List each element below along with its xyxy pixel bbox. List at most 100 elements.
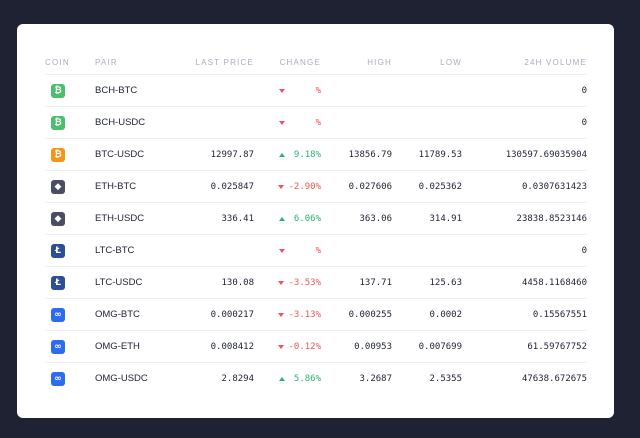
- pair-cell[interactable]: OMG-USDC: [95, 373, 148, 384]
- last-price-cell: 0.000217: [165, 298, 254, 331]
- volume-cell: 0: [462, 106, 587, 139]
- table-row[interactable]: ∞ OMG-ETH 0.008412 -0.12% 0.00953 0.007699 61.…: [45, 330, 587, 363]
- change-value: -0.12%: [288, 341, 321, 352]
- high-cell: 13856.79: [321, 138, 392, 171]
- change-value: 6.06%: [293, 213, 321, 224]
- high-cell: 0.027606: [321, 170, 392, 203]
- volume-cell: 130597.69035904: [462, 138, 587, 171]
- table-row[interactable]: Ł LTC-BTC% 0: [45, 234, 587, 267]
- low-cell: [392, 106, 462, 139]
- change-cell: -3.53%: [254, 266, 321, 299]
- high-cell: 3.2687: [359, 373, 392, 384]
- table-row[interactable]: ₿ BCH-BTC% 0: [45, 74, 587, 107]
- coin-cell: Ł: [45, 266, 95, 299]
- pair-cell[interactable]: LTC-BTC: [95, 234, 165, 267]
- change-cell: 5.86%: [254, 363, 321, 395]
- coin-cell: ∞: [45, 363, 95, 395]
- low-cell: 0.025362: [392, 170, 462, 203]
- pair-cell[interactable]: OMG-ETH: [95, 330, 165, 363]
- omisego-icon: ∞: [51, 371, 65, 386]
- change-value: %: [315, 245, 321, 256]
- change-cell: %: [254, 106, 321, 139]
- volume-cell: 0.0307631423: [462, 170, 587, 203]
- arrow-down-icon: [279, 248, 285, 253]
- bitcoin-icon: ₿: [51, 147, 65, 162]
- coin-cell: ◆: [45, 170, 95, 203]
- volume-cell: 0: [462, 234, 587, 267]
- change-value: -2.90%: [288, 181, 321, 192]
- low-cell: 314.91: [392, 202, 462, 235]
- table-row[interactable]: Ł LTC-USDC 130.08 -3.53% 137.71 125.63 4458.11…: [45, 266, 587, 299]
- volume-cell: 0.15567551: [462, 298, 587, 331]
- omisego-icon: ∞: [51, 339, 65, 354]
- column-header-pair: PAIR: [95, 51, 165, 75]
- pair-cell[interactable]: LTC-USDC: [95, 266, 165, 299]
- last-price-cell: 0.008412: [165, 330, 254, 363]
- arrow-down-icon: [278, 344, 285, 349]
- change-cell: -3.13%: [254, 298, 321, 331]
- omisego-icon: ∞: [51, 307, 65, 322]
- table-row[interactable]: ₿ BCH-USDC% 0: [45, 106, 587, 139]
- column-header-low[interactable]: LOW: [392, 51, 462, 75]
- last-price-cell: [165, 74, 254, 107]
- last-price-cell: 2.8294: [221, 373, 254, 384]
- pair-cell[interactable]: ETH-USDC: [95, 202, 165, 235]
- high-cell: 137.71: [321, 266, 392, 299]
- volume-cell: 23838.8523146: [462, 202, 587, 235]
- bitcoin-cash-icon: ₿: [51, 115, 65, 130]
- arrow-up-icon: [279, 216, 285, 221]
- volume-cell: 4458.1168460: [462, 266, 587, 299]
- change-value: -3.53%: [288, 277, 321, 288]
- change-cell: %: [254, 234, 321, 267]
- arrow-down-icon: [278, 184, 285, 189]
- low-cell: 125.63: [392, 266, 462, 299]
- table-row[interactable]: ◆ ETH-USDC 336.41 6.06% 363.06 314.91 23838.85…: [45, 202, 587, 235]
- column-header-last-price[interactable]: LAST PRICE: [165, 51, 254, 75]
- column-header-change[interactable]: CHANGE: [254, 51, 321, 75]
- coin-cell: ∞: [45, 298, 95, 331]
- pair-cell[interactable]: BCH-USDC: [95, 106, 165, 139]
- last-price-cell: 0.025847: [165, 170, 254, 203]
- last-price-cell: [165, 234, 254, 267]
- high-cell: [321, 74, 392, 107]
- coin-cell: ₿: [45, 138, 95, 171]
- column-header-volume[interactable]: 24H VOLUME: [462, 51, 587, 75]
- high-cell: 363.06: [321, 202, 392, 235]
- last-price-cell: 336.41: [165, 202, 254, 235]
- arrow-down-icon: [278, 280, 285, 285]
- change-cell: -0.12%: [254, 330, 321, 363]
- volume-cell: 61.59767752: [462, 330, 587, 363]
- change-cell: 9.18%: [254, 138, 321, 171]
- pair-cell[interactable]: OMG-BTC: [95, 298, 165, 331]
- markets-card: COIN PAIR LAST PRICE CHANGE HIGH LOW 24H…: [17, 24, 614, 418]
- markets-table-body: ₿ BCH-BTC% 0 ₿ BCH-USDC% 0 ₿ BTC-USDC 12997.87 9.…: [45, 74, 587, 395]
- arrow-down-icon: [279, 120, 285, 125]
- table-row[interactable]: ∞ OMG-BTC 0.000217 -3.13% 0.000255 0.0002 0.15…: [45, 298, 587, 331]
- coin-cell: ◆: [45, 202, 95, 235]
- table-row[interactable]: ₿ BTC-USDC 12997.87 9.18% 13856.79 11789.53 13…: [45, 138, 587, 171]
- pair-cell[interactable]: BCH-BTC: [95, 74, 165, 107]
- low-cell: 11789.53: [392, 138, 462, 171]
- column-header-high[interactable]: HIGH: [321, 51, 392, 75]
- litecoin-icon: Ł: [51, 243, 65, 258]
- low-cell: 0.0002: [392, 298, 462, 331]
- ethereum-icon: ◆: [51, 179, 65, 194]
- table-row[interactable]: ◆ ETH-BTC 0.025847 -2.90% 0.027606 0.025362 0.…: [45, 170, 587, 203]
- last-price-cell: 130.08: [165, 266, 254, 299]
- markets-table: COIN PAIR LAST PRICE CHANGE HIGH LOW 24H…: [45, 51, 587, 394]
- arrow-up-icon: [279, 376, 285, 381]
- pair-cell[interactable]: ETH-BTC: [95, 170, 165, 203]
- high-cell: 0.00953: [321, 330, 392, 363]
- change-cell: -2.90%: [254, 170, 321, 203]
- coin-cell: ₿: [45, 106, 95, 139]
- high-cell: [321, 106, 392, 139]
- change-value: %: [315, 117, 321, 128]
- bitcoin-cash-icon: ₿: [51, 83, 65, 98]
- ethereum-icon: ◆: [51, 211, 65, 226]
- volume-cell: 47638.672675: [521, 373, 587, 384]
- pair-cell[interactable]: BTC-USDC: [95, 138, 165, 171]
- table-row[interactable]: ∞ OMG-USDC 2.8294 5.86% 3.2687 2.5355 47638.67…: [45, 363, 587, 395]
- change-value: -3.13%: [288, 309, 321, 320]
- arrow-down-icon: [279, 88, 285, 93]
- low-cell: 0.007699: [392, 330, 462, 363]
